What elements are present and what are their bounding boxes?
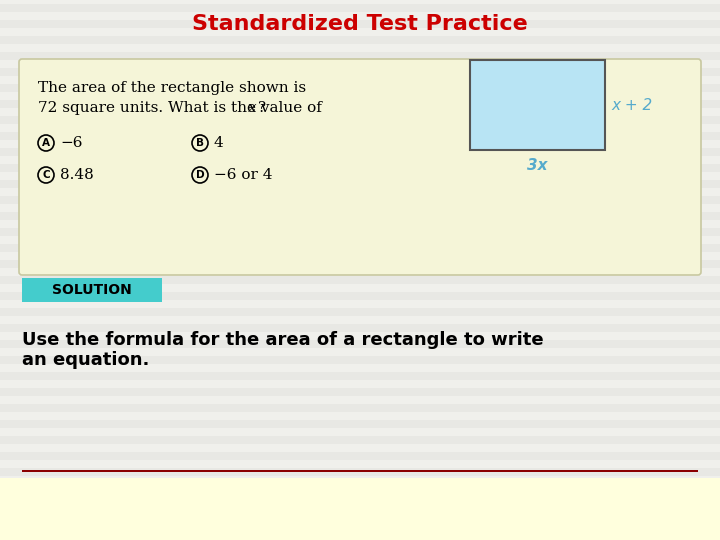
Text: A: A bbox=[42, 138, 50, 148]
Bar bbox=[0, 396, 720, 404]
Bar bbox=[0, 260, 720, 268]
Bar bbox=[0, 116, 720, 124]
Bar bbox=[0, 268, 720, 276]
Bar bbox=[0, 524, 720, 532]
Text: B: B bbox=[196, 138, 204, 148]
Bar bbox=[0, 364, 720, 372]
Bar bbox=[0, 212, 720, 220]
Bar bbox=[0, 164, 720, 172]
FancyBboxPatch shape bbox=[19, 59, 701, 275]
Bar bbox=[0, 132, 720, 140]
Bar bbox=[0, 300, 720, 308]
Text: C: C bbox=[42, 170, 50, 180]
Bar bbox=[0, 340, 720, 348]
Bar bbox=[0, 188, 720, 196]
Bar bbox=[0, 388, 720, 396]
Bar bbox=[0, 100, 720, 108]
Bar bbox=[0, 140, 720, 148]
Bar bbox=[0, 252, 720, 260]
Bar bbox=[0, 484, 720, 492]
Text: SOLUTION: SOLUTION bbox=[52, 283, 132, 297]
Bar bbox=[0, 156, 720, 164]
Bar bbox=[0, 228, 720, 236]
Bar bbox=[0, 172, 720, 180]
Text: Standardized Test Practice: Standardized Test Practice bbox=[192, 14, 528, 34]
Bar bbox=[0, 324, 720, 332]
Bar bbox=[0, 356, 720, 364]
Bar bbox=[0, 36, 720, 44]
Bar bbox=[0, 460, 720, 468]
Text: 3x: 3x bbox=[527, 159, 548, 173]
Bar bbox=[0, 68, 720, 76]
Bar bbox=[0, 332, 720, 340]
Text: −6 or 4: −6 or 4 bbox=[214, 168, 272, 182]
Bar bbox=[0, 28, 720, 36]
Bar bbox=[0, 492, 720, 500]
Bar bbox=[0, 244, 720, 252]
Bar bbox=[0, 4, 720, 12]
Bar bbox=[0, 0, 720, 4]
Bar bbox=[470, 60, 605, 150]
Bar bbox=[0, 452, 720, 460]
Bar bbox=[0, 420, 720, 428]
Bar bbox=[0, 428, 720, 436]
Text: 72 square units. What is the value of: 72 square units. What is the value of bbox=[38, 101, 327, 115]
Bar bbox=[0, 276, 720, 284]
Text: D: D bbox=[196, 170, 204, 180]
Bar bbox=[0, 468, 720, 476]
Bar bbox=[0, 60, 720, 68]
Bar bbox=[0, 12, 720, 20]
Bar bbox=[0, 532, 720, 540]
Bar bbox=[0, 500, 720, 508]
Bar bbox=[0, 180, 720, 188]
Text: 8.48: 8.48 bbox=[60, 168, 94, 182]
Bar bbox=[0, 308, 720, 316]
Bar bbox=[0, 20, 720, 28]
Bar bbox=[0, 148, 720, 156]
Bar bbox=[0, 84, 720, 92]
Bar bbox=[0, 124, 720, 132]
Bar bbox=[22, 278, 162, 302]
Text: −6: −6 bbox=[60, 136, 83, 150]
Bar bbox=[0, 196, 720, 204]
Bar bbox=[0, 436, 720, 444]
Text: 4: 4 bbox=[214, 136, 224, 150]
Text: The area of the rectangle shown is: The area of the rectangle shown is bbox=[38, 81, 306, 95]
Bar bbox=[0, 476, 720, 484]
Bar bbox=[0, 380, 720, 388]
Bar bbox=[0, 508, 720, 516]
Text: an equation.: an equation. bbox=[22, 351, 149, 369]
Bar bbox=[0, 444, 720, 452]
Bar bbox=[0, 316, 720, 324]
Bar bbox=[0, 108, 720, 116]
Bar bbox=[0, 292, 720, 300]
Bar bbox=[22, 470, 698, 472]
Bar bbox=[0, 516, 720, 524]
Text: ?: ? bbox=[258, 101, 266, 115]
Bar bbox=[0, 52, 720, 60]
Text: x: x bbox=[248, 101, 256, 115]
Text: x + 2: x + 2 bbox=[611, 98, 652, 112]
Bar bbox=[0, 204, 720, 212]
Bar bbox=[0, 44, 720, 52]
Bar bbox=[0, 92, 720, 100]
Bar bbox=[0, 284, 720, 292]
Bar bbox=[0, 372, 720, 380]
Text: Use the formula for the area of a rectangle to write: Use the formula for the area of a rectan… bbox=[22, 331, 544, 349]
Bar bbox=[0, 412, 720, 420]
Bar bbox=[0, 220, 720, 228]
Bar bbox=[0, 478, 720, 540]
Bar bbox=[0, 76, 720, 84]
Bar bbox=[0, 236, 720, 244]
Bar bbox=[0, 404, 720, 412]
Bar bbox=[0, 348, 720, 356]
